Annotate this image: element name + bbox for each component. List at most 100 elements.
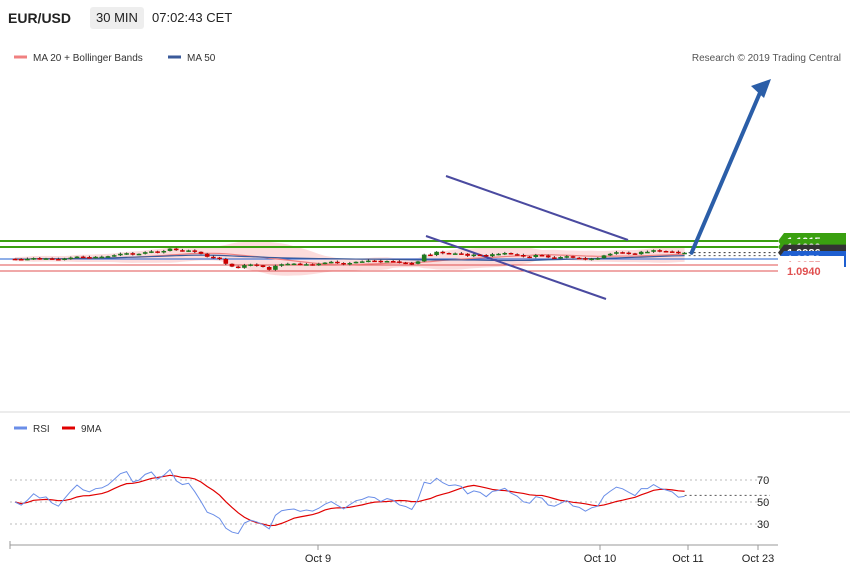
candle-body: [62, 258, 67, 261]
candle-body: [521, 255, 526, 257]
target-arrow: [689, 79, 771, 255]
candle-body: [359, 261, 365, 263]
candle-body: [80, 256, 86, 259]
candle-body: [149, 251, 154, 253]
candle-body: [465, 253, 470, 256]
candle-body: [527, 256, 532, 259]
candle-body: [223, 259, 229, 264]
candle-body: [471, 254, 477, 257]
ma20-legend-label: MA 20 + Bollinger Bands: [33, 53, 143, 64]
candle-body: [198, 251, 204, 254]
candle-body: [601, 255, 607, 259]
candle-body: [620, 252, 625, 254]
candle-body: [155, 251, 160, 253]
rsi-ma-legend-label: 9MA: [81, 424, 102, 435]
candle-body: [124, 253, 129, 255]
candle-body: [477, 254, 483, 257]
candle-body: [291, 263, 297, 266]
candle-body: [564, 256, 570, 258]
candle-body: [372, 260, 377, 263]
candle-body: [440, 251, 446, 254]
candle-body: [273, 265, 278, 270]
candle-body: [496, 253, 501, 256]
price-level-labels: 1.10151.10001.09861.09701.09551.0940: [778, 233, 846, 280]
candle-body: [397, 261, 402, 263]
rsi-ma-line: [14, 474, 685, 527]
x-tick-label: Oct 10: [584, 553, 616, 565]
candle-body: [167, 248, 173, 251]
candle-body: [483, 255, 489, 257]
candle-body: [12, 258, 18, 261]
rsi-tick-label: 50: [757, 497, 769, 509]
candle-body: [676, 251, 681, 254]
candle-body: [347, 263, 353, 265]
candle-body: [490, 254, 495, 257]
chart-time: 07:02:43 CET: [152, 10, 233, 25]
candle-body: [384, 261, 390, 263]
candle-body: [533, 255, 539, 257]
candle-body: [43, 258, 49, 260]
candle-body: [161, 251, 167, 253]
rsi-tick-label: 70: [757, 475, 769, 487]
x-tick-label: Oct 23: [742, 553, 774, 565]
candle-body: [558, 257, 563, 259]
candle-body: [25, 258, 30, 261]
candle-body: [118, 253, 123, 256]
time-axis: Oct 9 Oct 10 Oct 11 Oct 23: [9, 541, 778, 565]
candle-body: [87, 257, 92, 259]
candle-body: [595, 258, 601, 260]
candle-body: [260, 265, 266, 267]
candle-body: [657, 250, 663, 252]
candle-body: [552, 257, 557, 259]
x-tick-label: Oct 9: [305, 553, 331, 565]
candle-body: [502, 253, 508, 255]
candle-body: [446, 253, 452, 255]
rsi-tick-label: 30: [757, 519, 769, 531]
rsi-legend-label: RSI: [33, 424, 50, 435]
candle-body: [651, 250, 656, 252]
candle-body: [130, 253, 136, 255]
candle-body: [204, 253, 210, 257]
candle-body: [186, 250, 191, 252]
candle-body: [242, 265, 247, 268]
candle-body: [328, 261, 334, 264]
candle-body: [626, 252, 632, 255]
candle-body: [99, 256, 105, 259]
candle-body: [682, 252, 687, 255]
candle-body: [37, 258, 43, 260]
candle-body: [576, 257, 582, 260]
candle-body: [18, 259, 24, 261]
candle-body: [136, 253, 142, 256]
target-arrow-head: [751, 79, 771, 98]
target-arrow-shaft: [689, 86, 764, 255]
candle-body: [341, 263, 346, 265]
candle-body: [539, 255, 545, 257]
candle-body: [428, 254, 433, 257]
candle-body: [583, 258, 588, 260]
candle-body: [570, 256, 576, 258]
candle-body: [390, 261, 396, 263]
candle-body: [74, 256, 80, 259]
candle-body: [632, 253, 638, 255]
candle-body: [93, 256, 98, 259]
candle-body: [192, 250, 198, 252]
timeframe-selector[interactable]: 30 MIN: [90, 7, 144, 29]
candle-body: [105, 256, 111, 258]
candle-body: [508, 253, 514, 255]
candle-body: [248, 264, 253, 266]
candle-body: [304, 264, 309, 266]
symbol-label[interactable]: EUR/USD: [8, 10, 72, 26]
trend-channel: [425, 175, 629, 300]
channel-lower-line: [425, 235, 607, 300]
candle-body: [638, 251, 644, 255]
candle-body: [459, 253, 464, 255]
rsi-line: [14, 468, 685, 535]
rsi-legend: RSI 9MA: [14, 424, 102, 435]
chart-header: EUR/USD 30 MIN 07:02:43 CET: [0, 0, 850, 36]
candle-body: [68, 257, 74, 260]
candle-body: [669, 251, 675, 253]
candle-body: [211, 256, 216, 259]
candle-body: [322, 262, 328, 265]
candle-body: [142, 252, 148, 254]
